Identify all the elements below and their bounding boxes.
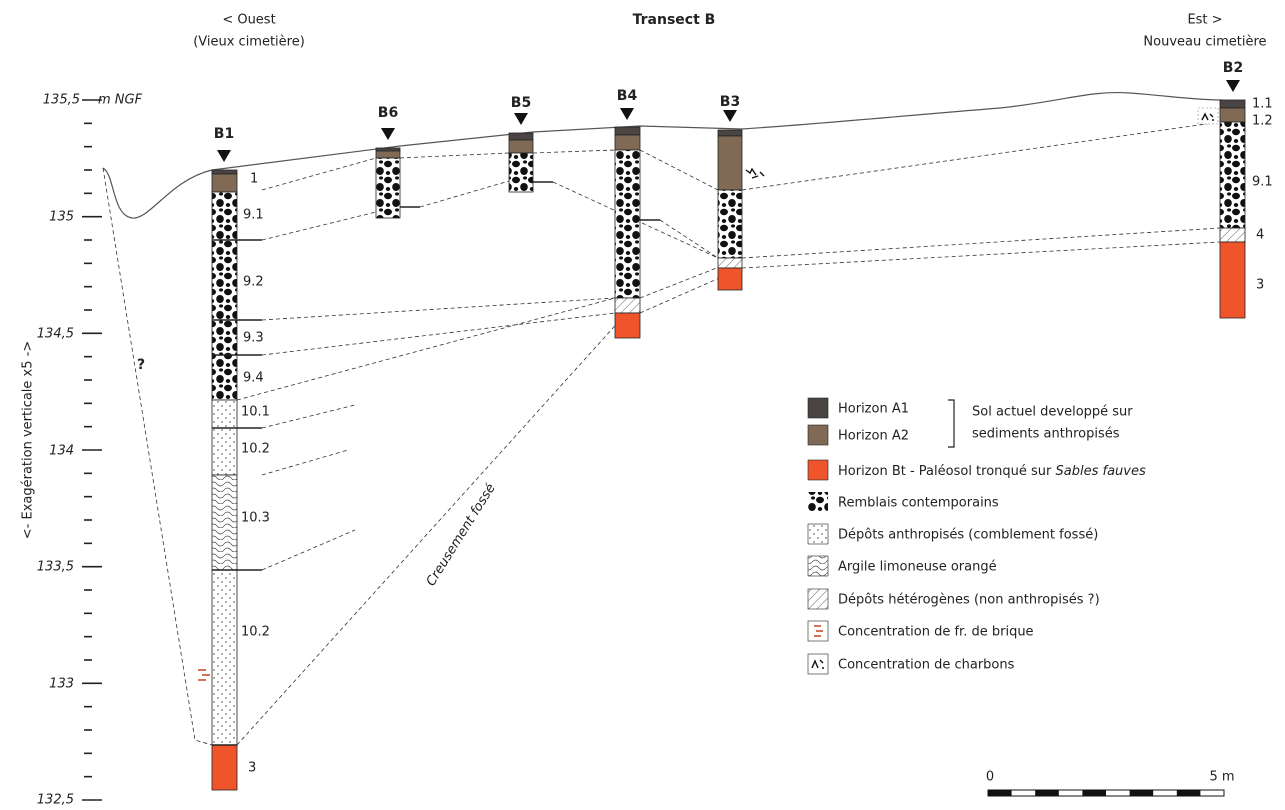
- layer-label: 3: [248, 761, 256, 776]
- borehole-label: B2: [1223, 60, 1243, 76]
- layer-label: 9.1: [1252, 175, 1273, 190]
- legend-text-italic: Sables fauves: [1056, 464, 1146, 479]
- layer-label: 10.2: [241, 625, 270, 640]
- legend-label: Argile limoneuse orangé: [838, 560, 997, 575]
- legend-label: Remblais contemporains: [838, 496, 999, 511]
- scale-bar: [987, 789, 1225, 797]
- axis-tick-label: 132,5: [37, 793, 74, 808]
- layer-label: 9.1: [243, 208, 264, 223]
- layer-label: 9.2: [243, 275, 264, 290]
- east-sub: Nouveau cimetière: [1143, 35, 1266, 50]
- scale-label: 0: [986, 770, 994, 785]
- legend-brace-label: Sol actuel developpé sur: [972, 405, 1133, 420]
- layer-label: 3: [1256, 278, 1264, 293]
- borehole-label: B1: [214, 126, 234, 142]
- layer-label: 9.3: [243, 331, 264, 346]
- layer-label: 10.2: [241, 442, 270, 457]
- legend-label: Concentration de fr. de brique: [838, 625, 1034, 640]
- legend-label: Dépôts anthropisés (comblement fossé): [838, 528, 1098, 543]
- layer-label: 1: [250, 172, 258, 187]
- west-sub: (Vieux cimetière): [193, 35, 305, 50]
- axis-tick-label: 134,5: [37, 327, 74, 342]
- layer-label: 1.1: [1252, 97, 1273, 112]
- legend-text: Horizon Bt - Paléosol tronqué sur: [838, 464, 1056, 479]
- layer-label: 10.3: [241, 511, 270, 526]
- legend-label: Concentration de charbons: [838, 658, 1015, 673]
- layer-label: 1.2: [1252, 114, 1273, 129]
- question-mark: ?: [137, 357, 145, 373]
- ground-surface: [102, 91, 1223, 219]
- borehole-label: B5: [511, 95, 531, 111]
- legend-label: Dépôts hétérogènes (non anthropisés ?): [838, 593, 1100, 608]
- west-label: < Ouest: [222, 13, 275, 28]
- layer-label: 4: [1256, 228, 1264, 243]
- east-label: Est >: [1187, 13, 1222, 28]
- scale-label: 5 m: [1209, 770, 1234, 785]
- axis-title: <- Exagération verticale x5 ->: [21, 341, 36, 539]
- borehole-label: B6: [378, 105, 398, 121]
- correlation-lines: [102, 121, 1221, 746]
- legend-label: Horizon A1: [838, 402, 909, 417]
- boreholes: [198, 80, 1246, 791]
- axis-tick-label: 134: [49, 444, 74, 459]
- legend-brace-label: sediments anthropisés: [972, 427, 1120, 442]
- borehole-label: B3: [720, 94, 740, 110]
- legend: [807, 397, 955, 675]
- legend-label: Horizon A2: [838, 429, 909, 444]
- axis-tick-label: 135,5: [43, 93, 80, 108]
- axis: 135,5 m NGF 135 134,5 134 133,5 133 132,…: [21, 93, 143, 808]
- axis-unit: m NGF: [98, 93, 143, 108]
- layer-label: 9.4: [243, 371, 264, 386]
- borehole-label: B4: [617, 88, 638, 104]
- axis-tick-label: 135: [49, 210, 74, 225]
- axis-tick-label: 133: [49, 677, 74, 692]
- title: Transect B: [633, 12, 716, 28]
- ditch-label: Creusement fossé: [424, 481, 499, 589]
- legend-label: Horizon Bt - Paléosol tronqué sur Sables…: [838, 464, 1146, 479]
- layer-label: 10.1: [241, 405, 270, 420]
- axis-tick-label: 133,5: [37, 560, 74, 575]
